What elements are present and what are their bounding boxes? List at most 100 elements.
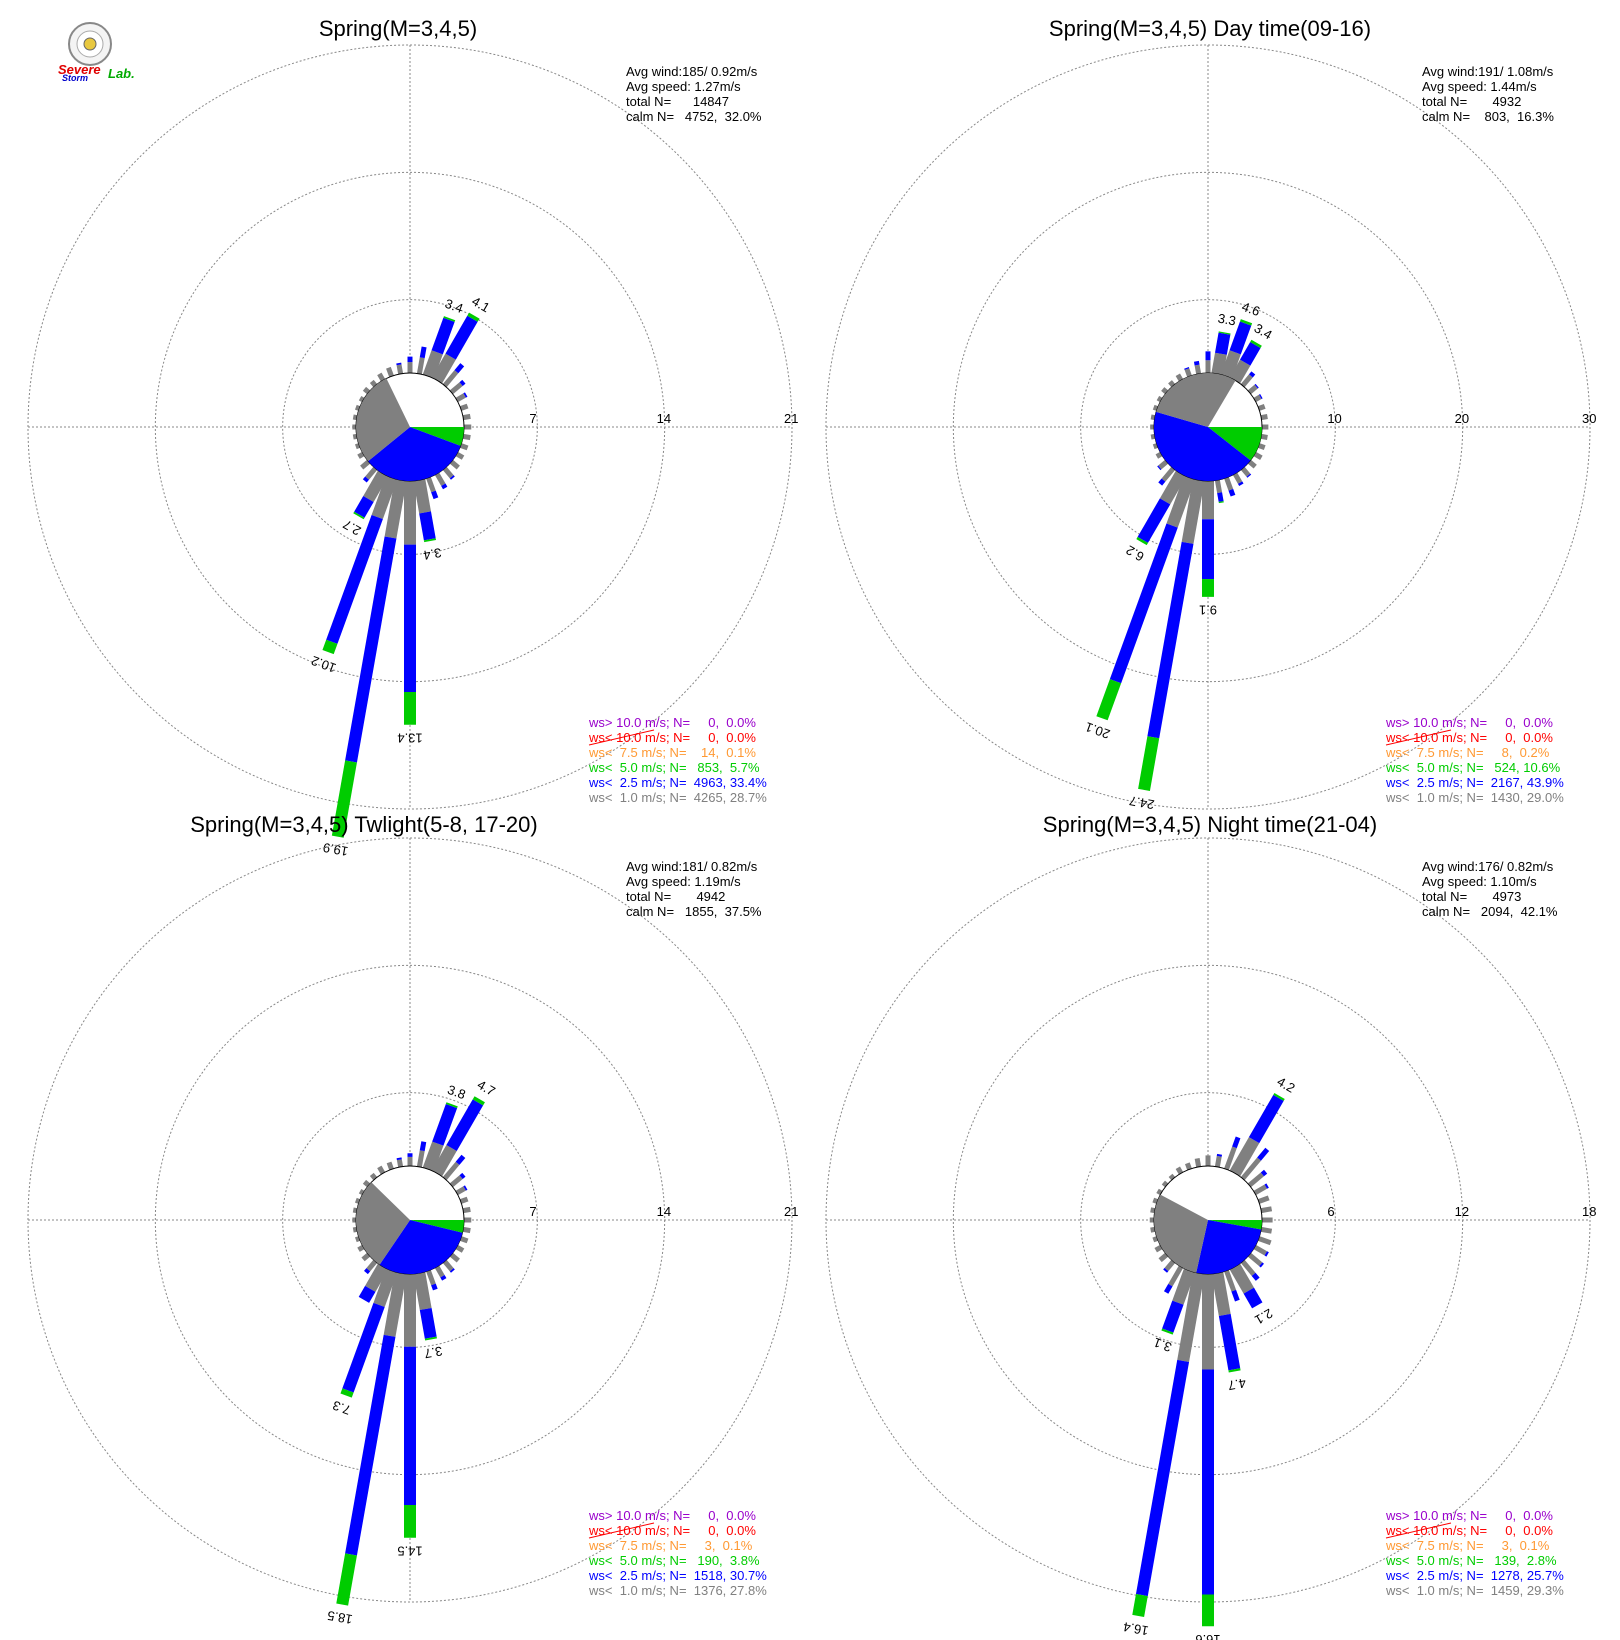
legend-entry-lt5: ws< 5.0 m/s; N= 190, 3.8% — [588, 1553, 760, 1568]
legend-strike — [1385, 729, 1452, 746]
bar-segment-lt1 — [384, 479, 407, 539]
bar-segment-lt1 — [352, 433, 358, 440]
wind-direction-bar: 4.7 — [1211, 1272, 1247, 1393]
wind-direction-bar — [1240, 1259, 1260, 1281]
bar-segment-lt1 — [1240, 1157, 1261, 1181]
bar-segment-lt5 — [331, 760, 357, 838]
bar-segment-lt1 — [1214, 1155, 1222, 1168]
bar-segment-lt1 — [1257, 404, 1266, 411]
wind-direction-bar — [459, 443, 469, 451]
logo-storm-text: Storm — [62, 73, 88, 83]
wind-direction-bar — [1253, 1244, 1269, 1257]
stats-line: Avg speed: 1.10m/s — [1422, 874, 1537, 889]
legend-entry-gt10: ws> 10.0 m/s; N= 0, 0.0% — [588, 715, 756, 730]
legend-entry-lt7_5: ws< 7.5 m/s; N= 3, 0.1% — [1385, 1538, 1550, 1553]
bar-segment-lt1 — [361, 1252, 371, 1262]
bar-segment-lt5 — [1138, 736, 1160, 791]
bar-segment-lt1 — [383, 1272, 407, 1337]
bar-segment-lt1 — [1168, 1173, 1176, 1181]
bar-segment-lt1 — [352, 414, 358, 421]
wind-direction-bar — [354, 443, 361, 450]
bar-segment-lt2_5 — [1193, 360, 1200, 366]
wind-direction-bar: 3.4 — [1229, 320, 1275, 384]
bar-value-label: 16.4 — [1122, 1619, 1150, 1638]
wind-direction-bar — [1224, 1136, 1241, 1171]
bar-segment-lt1 — [1253, 1184, 1268, 1196]
wind-direction-bar — [1224, 1269, 1240, 1302]
bar-segment-lt1 — [1156, 395, 1163, 403]
wind-direction-bar — [360, 459, 371, 470]
bar-segment-lt1 — [1229, 359, 1251, 384]
bar-segment-lt2_5 — [1237, 481, 1244, 487]
wind-direction-bar — [455, 1185, 468, 1196]
bar-segment-lt1 — [431, 1145, 457, 1177]
bar-segment-lt2_5 — [1251, 1272, 1260, 1281]
bar-segment-lt1 — [449, 459, 460, 470]
wind-direction-bar — [354, 1236, 361, 1243]
bar-segment-lt5 — [1239, 319, 1253, 326]
legend-entry-lt10: ws< 10.0 m/s; N= 0, 0.0% — [1385, 1523, 1553, 1538]
bar-segment-lt1 — [426, 1269, 436, 1286]
bar-segment-lt1 — [352, 1207, 358, 1214]
stats-line: total N= 14847 — [626, 94, 729, 109]
bar-value-label: 24.7 — [1128, 793, 1156, 812]
windrose-panel: 7 14 21 3.8 4.7 3.7 14.5 18.5 7.3 Spring(M=3,4,5)… — [27, 812, 798, 1627]
bar-segment-lt1 — [459, 1196, 469, 1204]
bar-segment-lt5 — [1096, 679, 1122, 721]
bar-segment-lt1 — [1253, 1244, 1268, 1256]
wind-direction-bar — [362, 1179, 371, 1188]
bar-segment-lt2_5 — [1147, 541, 1194, 739]
wind-direction-bar — [1156, 395, 1163, 403]
bar-segment-lt2_5 — [440, 1274, 447, 1281]
windrose-panel: 7 14 213.4 4.13.413.419.910.22.7Spring(M=3,… — [27, 16, 798, 859]
bar-segment-lt1 — [1155, 451, 1163, 459]
bar-segment-lt1 — [357, 1244, 365, 1252]
bar-segment-lt1 — [1240, 1259, 1256, 1276]
wind-direction-bar — [1257, 404, 1266, 411]
stats-line: calm N= 2094, 42.1% — [1422, 904, 1558, 919]
wind-direction-bar — [1185, 1162, 1192, 1171]
bar-segment-lt1 — [1168, 1265, 1184, 1287]
wind-direction-bar: 16.6 — [1195, 1274, 1221, 1640]
wind-direction-bar — [416, 346, 427, 375]
bar-value-label: 4.7 — [1227, 1375, 1247, 1393]
wind-direction-bar — [362, 386, 371, 395]
bar-segment-lt1 — [1240, 374, 1253, 388]
ring-label: 12 — [1455, 1204, 1469, 1219]
legend-strike — [1385, 1522, 1452, 1539]
bar-segment-lt2_5 — [446, 1099, 484, 1152]
bar-value-label: 3.4 — [443, 296, 465, 316]
bar-segment-lt2_5 — [459, 379, 466, 387]
wind-direction-bar — [1158, 1252, 1169, 1263]
wind-direction-bar — [352, 414, 358, 421]
wind-direction-bar — [352, 1226, 358, 1233]
wind-direction-bar — [369, 379, 378, 388]
wind-direction-bar — [1152, 404, 1159, 411]
wind-direction-bar: 3.1 — [1152, 1268, 1196, 1355]
wind-direction-bar — [1257, 1236, 1272, 1246]
wind-direction-bar: 4.2 — [1229, 1074, 1298, 1177]
bar-segment-lt1 — [362, 386, 371, 395]
bar-segment-lt1 — [1257, 1195, 1270, 1204]
legend-entry-lt2_5: ws< 2.5 m/s; N= 4963, 33.4% — [588, 775, 767, 790]
bar-segment-lt2_5 — [1248, 1094, 1284, 1144]
legend-entry-lt5: ws< 5.0 m/s; N= 853, 5.7% — [588, 760, 760, 775]
wind-direction-bar — [1232, 472, 1244, 487]
stats-line: Avg wind:191/ 1.08m/s — [1422, 64, 1554, 79]
bar-value-label: 20.1 — [1083, 719, 1112, 742]
wind-direction-bar — [361, 1252, 371, 1262]
calm-pie-slice-lt1 — [356, 378, 410, 462]
stats-line: Avg speed: 1.19m/s — [626, 874, 741, 889]
bar-segment-lt2_5 — [459, 1172, 466, 1180]
bar-segment-lt1 — [386, 366, 394, 378]
bar-segment-lt1 — [413, 1272, 432, 1311]
bar-segment-lt1 — [377, 372, 386, 382]
wind-direction-bar: 3.7 — [413, 1272, 444, 1361]
wind-direction-bar — [1150, 1226, 1156, 1233]
wind-direction-bar: 6.2 — [1123, 470, 1187, 564]
wind-direction-bar — [462, 413, 471, 421]
wind-direction-bar — [1152, 1236, 1159, 1243]
legend-entry-lt7_5: ws< 7.5 m/s; N= 14, 0.1% — [588, 745, 756, 760]
calm-pie-slice-lt2_5 — [1154, 411, 1251, 481]
